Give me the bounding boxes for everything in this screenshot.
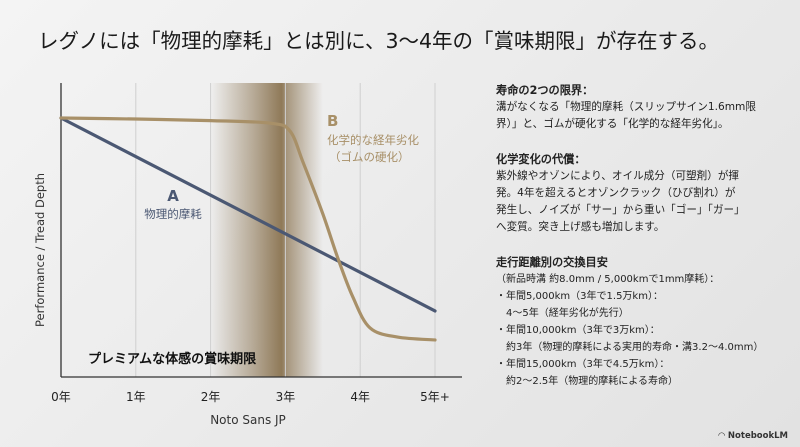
- page-title: レグノには「物理的摩耗」とは別に、3〜4年の「賞味期限」が存在する。: [38, 29, 720, 53]
- y-axis-label: Performance / Tread Depth: [33, 173, 47, 327]
- x-tick-label: 5年+: [420, 390, 450, 404]
- series-b-label2: （ゴムの硬化）: [329, 150, 410, 164]
- text-line: へ変質。突き上げ感も増加します。: [496, 221, 665, 234]
- text-line: ・年間15,000km（3年で4.5万km）：: [496, 358, 670, 370]
- section-heading: 走行距離別の交換目安: [496, 255, 608, 269]
- text-line: 発生し、ノイズが「サー」から重い「ゴー」「ガー」: [496, 204, 745, 217]
- text-line: 約2〜2.5年（物理的摩耗による寿命）: [496, 375, 678, 387]
- series-a-name: A: [167, 187, 179, 205]
- text-line: 発。4年を超えるとオゾンクラック（ひび割れ）が: [496, 187, 736, 200]
- text-line: 約3年（物理的摩耗による実用的寿命・溝3.2〜4.0mm）: [496, 341, 764, 353]
- x-axis-label: Noto Sans JP: [210, 413, 286, 427]
- notebooklm-logo: ◠ NotebookLM: [718, 431, 788, 441]
- x-tick-label: 4年: [350, 390, 370, 404]
- x-tick-label: 0年: [51, 390, 71, 404]
- series-line-b: [59, 116, 437, 342]
- text-line: 溝がなくなる「物理的摩耗（スリップサイン1.6mm限: [496, 101, 756, 114]
- text-line: 界）」と、ゴムが硬化する「化学的な経年劣化」。: [496, 118, 729, 131]
- section-heading: 寿命の2つの限界：: [496, 84, 594, 97]
- section-heading: 化学変化の代償：: [496, 152, 586, 166]
- text-line: 紫外線やオゾンにより、オイル成分（可塑剤）が揮: [496, 169, 740, 182]
- series-b-label: 化学的な経年劣化: [327, 133, 419, 147]
- footer-text: NotebookLM: [727, 431, 788, 441]
- x-tick-label: 2年: [201, 390, 221, 404]
- highlight-band: [210, 83, 323, 377]
- x-tick-label: 3年: [276, 390, 296, 404]
- text-line: ・年間10,000km（3年で3万km）：: [496, 324, 660, 336]
- text-line: （新品時溝 約8.0mm / 5,000kmで1mm摩耗）：: [496, 273, 720, 285]
- x-tick-label: 1年: [126, 390, 146, 404]
- series-line-a: [59, 116, 437, 313]
- side-notes: 寿命の2つの限界： 溝がなくなる「物理的摩耗（スリップサイン1.6mm限 界）」…: [496, 82, 792, 390]
- text-line: ・年間5,000km（3年で1.5万km）：: [496, 290, 663, 302]
- band-label: プレミアムな体感の賞味期限: [88, 351, 257, 367]
- series-b-name: B: [327, 112, 338, 130]
- chart: 0年 1年 2年 3年 4年 5年+ Noto Sans JP Performance / T…: [33, 83, 462, 427]
- text-line: 4〜5年（経年劣化が先行）: [496, 307, 629, 319]
- series-a-label: 物理的摩耗: [144, 207, 202, 221]
